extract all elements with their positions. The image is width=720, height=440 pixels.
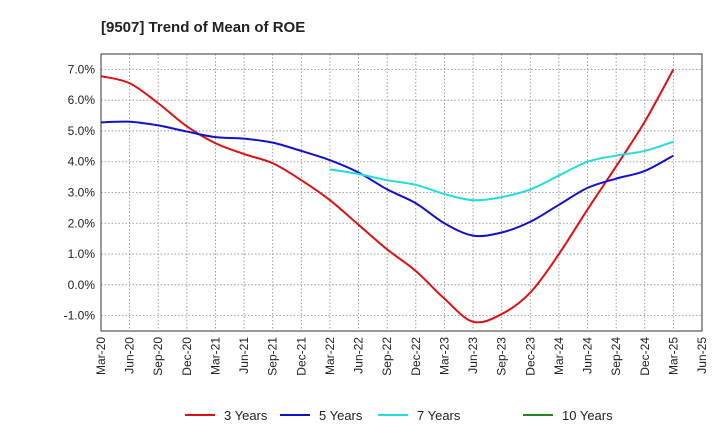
y-axis-ticks: -1.0% 0.0% 1.0% 2.0% 3.0% 4.0% 5.0% 6.0% 7.0%: [64, 62, 96, 322]
x-tick-label: Dec-21: [294, 337, 308, 376]
legend: 3 Years 5 Years 7 Years 10 Years: [185, 408, 613, 423]
y-tick-label: 6.0%: [68, 93, 96, 107]
x-tick-label: Sep-20: [151, 337, 165, 376]
series-line-7-years: [329, 140, 674, 202]
series-line-3-years: [100, 68, 675, 324]
y-tick-label: -1.0%: [64, 309, 96, 323]
x-tick-label: Mar-23: [437, 337, 451, 375]
y-tick-label: 4.0%: [68, 155, 96, 169]
y-tick-label: 5.0%: [68, 124, 96, 138]
legend-label-10-years: 10 Years: [562, 408, 613, 423]
y-tick-label: 7.0%: [68, 62, 96, 76]
y-tick-label: 3.0%: [68, 186, 96, 200]
chart-title: [9507] Trend of Mean of ROE: [101, 19, 305, 36]
series-lines: [100, 68, 675, 324]
x-tick-label: Mar-22: [323, 337, 337, 375]
legend-label-7-years: 7 Years: [417, 408, 461, 423]
x-tick-label: Mar-21: [208, 337, 222, 375]
y-tick-label: 1.0%: [68, 247, 96, 261]
x-tick-label: Dec-23: [523, 337, 537, 376]
x-tick-label: Jun-24: [581, 337, 595, 374]
y-tick-label: 0.0%: [68, 278, 96, 292]
x-tick-label: Jun-25: [695, 337, 709, 374]
grid: [101, 54, 702, 331]
x-tick-label: Jun-22: [352, 337, 366, 374]
y-tick-label: 2.0%: [68, 216, 96, 230]
x-tick-label: Dec-22: [409, 337, 423, 376]
x-tick-label: Sep-22: [380, 337, 394, 376]
x-tick-label: Sep-24: [609, 337, 623, 376]
x-tick-label: Dec-20: [180, 337, 194, 376]
legend-label-3-years: 3 Years: [224, 408, 268, 423]
x-tick-label: Mar-24: [552, 337, 566, 375]
x-tick-label: Sep-21: [266, 337, 280, 376]
x-tick-label: Jun-20: [123, 337, 137, 374]
x-tick-label: Dec-24: [638, 337, 652, 376]
x-tick-label: Jun-21: [237, 337, 251, 374]
x-axis-ticks: Mar-20 Jun-20 Sep-20 Dec-20 Mar-21 Jun-21 Sep-…: [94, 337, 709, 376]
x-tick-label: Mar-20: [94, 337, 108, 375]
plot-area-frame: [100, 53, 703, 332]
x-tick-label: Mar-25: [666, 337, 680, 375]
x-tick-label: Sep-23: [495, 337, 509, 376]
series-line-5-years: [100, 120, 674, 238]
legend-label-5-years: 5 Years: [319, 408, 363, 423]
x-tick-label: Jun-23: [466, 337, 480, 374]
